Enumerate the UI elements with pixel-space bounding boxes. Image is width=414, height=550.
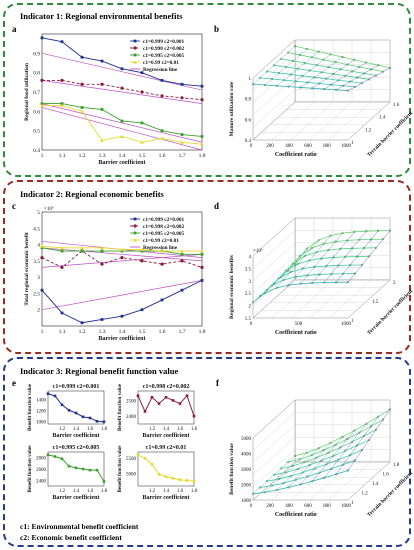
- panel1-title: Indicator 1: Regional environmental bene…: [20, 11, 183, 21]
- footnote-c1: c1: Environmental benefit coefficient: [20, 522, 139, 531]
- panel-economic-benefits: [3, 180, 411, 354]
- label-d: d: [214, 201, 220, 211]
- label-f: f: [216, 378, 219, 388]
- panel2-title: Indicator 2: Regional economic benefits: [20, 189, 164, 199]
- footnote-c2: c2: Economic benefit coefficient: [20, 533, 122, 542]
- panel-environmental-benefits: [3, 3, 411, 177]
- panel-benefit-function: [3, 357, 411, 547]
- label-c: c: [12, 201, 16, 211]
- label-e: e: [12, 378, 16, 388]
- label-a: a: [12, 24, 17, 34]
- label-b: b: [214, 24, 220, 34]
- panel3-title: Indicator 3: Regional benefit function v…: [20, 366, 179, 376]
